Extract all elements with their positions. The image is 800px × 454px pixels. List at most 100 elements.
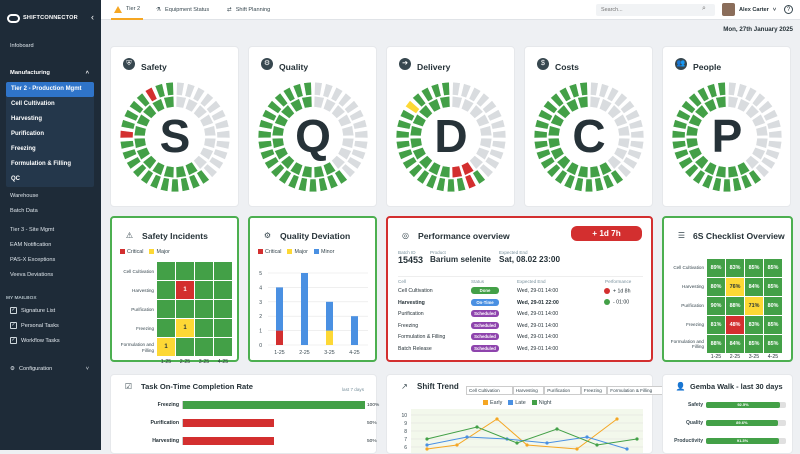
heatmap-cell[interactable] xyxy=(214,300,232,318)
bar-minor[interactable] xyxy=(301,273,308,345)
day-segment[interactable] xyxy=(292,83,304,99)
day-segment[interactable] xyxy=(412,113,427,128)
day-segment[interactable] xyxy=(479,137,493,149)
day-segment[interactable] xyxy=(418,104,434,120)
checklist-cell[interactable]: 48% xyxy=(726,316,744,334)
day-segment[interactable] xyxy=(460,98,475,113)
day-segment[interactable] xyxy=(692,169,706,185)
day-segment[interactable] xyxy=(280,104,296,120)
day-segment[interactable] xyxy=(451,95,463,109)
day-segment[interactable] xyxy=(628,119,644,130)
day-segment[interactable] xyxy=(617,137,631,149)
day-segment[interactable] xyxy=(762,108,779,122)
day-segment[interactable] xyxy=(452,81,461,96)
day-segment[interactable] xyxy=(488,148,505,161)
day-segment[interactable] xyxy=(446,178,456,193)
sqdcp-card-people[interactable]: 👥 People P xyxy=(662,46,791,207)
day-segment[interactable] xyxy=(175,95,187,109)
day-segment[interactable] xyxy=(701,173,714,190)
day-segment[interactable] xyxy=(577,95,589,109)
day-segment[interactable] xyxy=(278,169,292,185)
day-segment[interactable] xyxy=(757,99,774,115)
bar-fill[interactable] xyxy=(183,437,274,445)
day-segment[interactable] xyxy=(671,140,687,150)
day-segment[interactable] xyxy=(215,140,231,150)
day-segment[interactable] xyxy=(748,169,762,185)
day-segment[interactable] xyxy=(751,92,767,108)
day-segment[interactable] xyxy=(203,125,217,137)
day-segment[interactable] xyxy=(354,130,369,139)
day-segment[interactable] xyxy=(140,169,154,185)
trend-point[interactable] xyxy=(635,437,639,441)
heatmap-cell[interactable] xyxy=(157,319,175,337)
day-segment[interactable] xyxy=(475,113,490,128)
day-segment[interactable] xyxy=(180,177,191,192)
day-segment[interactable] xyxy=(214,119,230,130)
trend-point[interactable] xyxy=(585,435,589,439)
day-segment[interactable] xyxy=(192,104,208,120)
heatmap-cell[interactable] xyxy=(157,281,175,299)
trend-tab[interactable]: Harvesting xyxy=(512,386,545,395)
day-segment[interactable] xyxy=(610,169,624,185)
heatmap-cell[interactable] xyxy=(214,319,232,337)
day-segment[interactable] xyxy=(492,130,507,139)
gemba-bar[interactable]: 91.3% xyxy=(706,438,780,444)
gemba-bar[interactable]: 92.5% xyxy=(706,402,780,408)
day-segment[interactable] xyxy=(703,98,718,113)
day-segment[interactable] xyxy=(475,92,491,108)
nav-veeva[interactable]: Veeva Deviations xyxy=(10,272,54,278)
bar-minor[interactable] xyxy=(326,301,333,331)
day-segment[interactable] xyxy=(554,169,568,185)
day-segment[interactable] xyxy=(579,81,588,96)
bar-minor[interactable] xyxy=(276,287,283,331)
day-segment[interactable] xyxy=(175,165,187,179)
sqdcp-card-safety[interactable]: ⛨ Safety S xyxy=(110,46,239,207)
day-segment[interactable] xyxy=(322,161,337,176)
day-segment[interactable] xyxy=(533,130,548,139)
checklist-cell[interactable]: 84% xyxy=(745,278,763,296)
trend-point[interactable] xyxy=(425,447,429,451)
day-segment[interactable] xyxy=(549,92,565,108)
day-segment[interactable] xyxy=(188,173,201,190)
day-segment[interactable] xyxy=(163,95,175,109)
day-segment[interactable] xyxy=(136,146,151,161)
day-segment[interactable] xyxy=(550,146,565,161)
heatmap-cell[interactable] xyxy=(176,338,194,356)
day-segment[interactable] xyxy=(212,148,229,161)
day-segment[interactable] xyxy=(427,161,442,176)
day-segment[interactable] xyxy=(439,95,451,109)
day-segment[interactable] xyxy=(728,81,737,96)
day-segment[interactable] xyxy=(556,154,572,170)
safety-incidents-card[interactable]: ⚠ Safety Incidents Critical Major Cell Cu… xyxy=(110,216,239,365)
day-segment[interactable] xyxy=(425,173,438,190)
trend-point[interactable] xyxy=(495,417,499,421)
day-segment[interactable] xyxy=(736,161,751,176)
day-segment[interactable] xyxy=(703,161,718,176)
nav-freezing[interactable]: Freezing xyxy=(11,146,36,152)
day-segment[interactable] xyxy=(594,177,605,192)
day-segment[interactable] xyxy=(479,125,493,137)
day-segment[interactable] xyxy=(133,125,147,137)
day-segment[interactable] xyxy=(142,154,158,170)
heatmap-cell[interactable]: 1 xyxy=(157,338,175,356)
day-segment[interactable] xyxy=(273,92,289,108)
heatmap-cell[interactable] xyxy=(195,300,213,318)
day-segment[interactable] xyxy=(598,83,610,99)
day-segment[interactable] xyxy=(322,98,337,113)
day-segment[interactable] xyxy=(684,163,700,179)
day-segment[interactable] xyxy=(123,108,140,122)
day-segment[interactable] xyxy=(287,173,300,190)
mailbox-workflow-tasks[interactable]: ✓ Workflow Tasks xyxy=(0,333,101,348)
day-segment[interactable] xyxy=(330,154,346,170)
day-segment[interactable] xyxy=(740,173,753,190)
day-segment[interactable] xyxy=(165,81,174,96)
day-segment[interactable] xyxy=(208,156,225,170)
checklist-cell[interactable]: 83% xyxy=(745,316,763,334)
trend-point[interactable] xyxy=(515,441,519,445)
bar-fill[interactable] xyxy=(183,419,274,427)
day-segment[interactable] xyxy=(622,156,639,170)
day-segment[interactable] xyxy=(120,119,136,130)
heatmap-cell[interactable] xyxy=(195,338,213,356)
nav-infoboard[interactable]: Infoboard xyxy=(10,43,34,49)
day-segment[interactable] xyxy=(202,163,218,179)
